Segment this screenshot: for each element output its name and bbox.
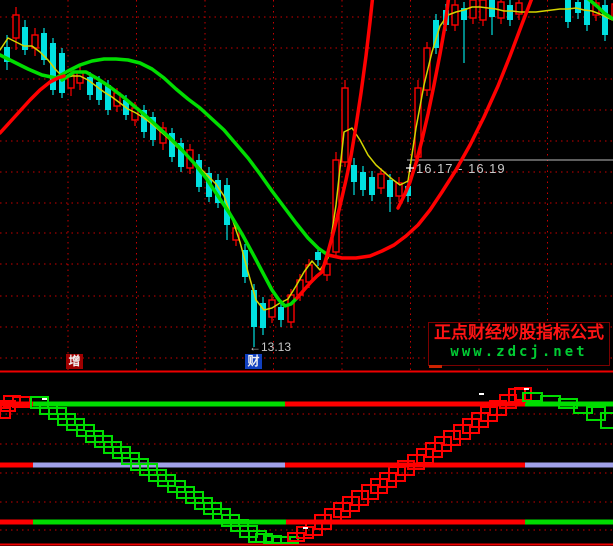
ref-band-segment xyxy=(286,519,525,525)
candle-up xyxy=(515,2,523,15)
low-price-label: ←13.13 xyxy=(249,340,292,354)
candle-down xyxy=(565,0,571,22)
ref-band-segment xyxy=(525,519,613,525)
candle-up xyxy=(287,294,295,323)
candle-down xyxy=(22,27,28,50)
candle-down xyxy=(602,5,608,35)
candle-down xyxy=(141,110,147,132)
candle-down xyxy=(96,82,102,100)
ma-green-fast xyxy=(60,70,299,308)
candle-down xyxy=(575,2,581,13)
candle-up xyxy=(479,0,487,21)
candle-down xyxy=(41,33,47,60)
white-tick xyxy=(479,393,484,395)
ref-band-segment xyxy=(0,462,33,468)
candle-up xyxy=(341,87,349,163)
white-tick xyxy=(303,527,308,529)
indicator-step-rect-red-tail-left xyxy=(0,407,11,419)
ref-band-segment xyxy=(285,401,525,407)
ma-red-mid xyxy=(396,0,451,210)
candle-down xyxy=(169,133,175,157)
candle-down xyxy=(507,5,513,20)
candle-up xyxy=(12,14,20,39)
candle-down xyxy=(360,172,366,190)
candle-up xyxy=(451,4,459,26)
candle-down xyxy=(260,303,266,328)
ref-band-segment xyxy=(525,462,613,468)
ma-red-slow xyxy=(326,0,534,260)
ma-yellow xyxy=(0,6,613,311)
candle-down xyxy=(351,165,357,182)
candle-down xyxy=(315,252,321,260)
candle-down xyxy=(4,47,10,62)
candle-down xyxy=(178,143,184,167)
price-range-label: 16.17 - 16.19 xyxy=(416,161,506,176)
watermark-dash-decoration xyxy=(429,365,442,368)
candle-down xyxy=(150,117,156,140)
ref-band-segment xyxy=(33,462,285,468)
white-tick xyxy=(524,388,529,390)
candle-down xyxy=(584,0,590,25)
indicator-step-rect-green-descending-right xyxy=(600,412,613,429)
ref-band-segment xyxy=(0,401,33,407)
ma-red-fast xyxy=(295,0,375,300)
ma-green-right-tip xyxy=(586,0,613,21)
candle-up xyxy=(377,173,385,189)
ma-red-left xyxy=(0,74,66,135)
candle-down xyxy=(215,180,221,203)
watermark-box: 正点财经炒股指标公式 www.zdcj.net xyxy=(428,322,610,366)
ref-band-segment xyxy=(33,519,286,525)
ref-band-segment xyxy=(525,401,613,407)
ref-band-segment xyxy=(285,462,525,468)
candle-down xyxy=(369,177,375,195)
candle-down xyxy=(87,77,93,95)
candle-down xyxy=(461,8,467,20)
white-tick xyxy=(42,398,47,400)
candle-up xyxy=(469,0,477,19)
watermark-title: 正点财经炒股指标公式 xyxy=(434,323,604,342)
candle-up xyxy=(423,47,431,91)
ref-band-segment xyxy=(33,401,285,407)
indicator-badge-zeng: 增 xyxy=(66,354,83,369)
ref-band-segment xyxy=(0,519,33,525)
candle-down xyxy=(278,307,284,320)
candle-down xyxy=(196,160,202,187)
candle-down xyxy=(251,290,257,327)
candle-down xyxy=(387,180,393,197)
ma-green-slow xyxy=(0,53,330,257)
candle-down xyxy=(105,85,111,110)
watermark-url: www.zdcj.net xyxy=(450,344,588,360)
candle-up xyxy=(395,182,403,197)
indicator-badge-cai: 财 xyxy=(245,354,262,369)
candle-down xyxy=(433,20,439,48)
